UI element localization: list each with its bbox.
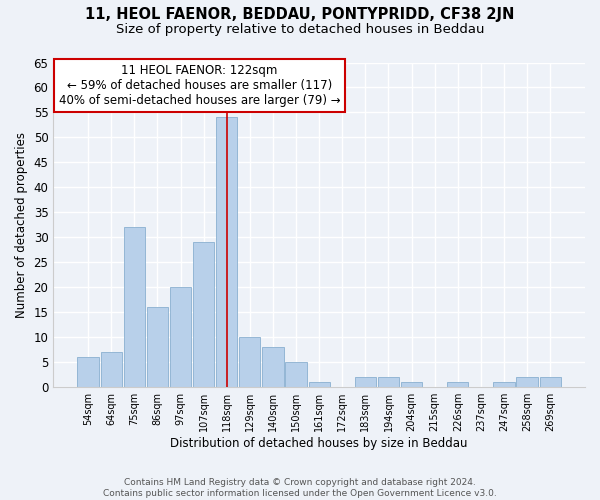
Bar <box>216 118 238 387</box>
Bar <box>193 242 214 387</box>
Bar <box>493 382 515 387</box>
Bar <box>378 377 399 387</box>
Bar <box>77 357 99 387</box>
Text: 11 HEOL FAENOR: 122sqm
← 59% of detached houses are smaller (117)
40% of semi-de: 11 HEOL FAENOR: 122sqm ← 59% of detached… <box>59 64 340 107</box>
Bar <box>262 347 284 387</box>
Bar <box>401 382 422 387</box>
Bar <box>239 338 260 387</box>
Bar <box>517 377 538 387</box>
X-axis label: Distribution of detached houses by size in Beddau: Distribution of detached houses by size … <box>170 437 468 450</box>
Text: Contains HM Land Registry data © Crown copyright and database right 2024.
Contai: Contains HM Land Registry data © Crown c… <box>103 478 497 498</box>
Bar <box>124 228 145 387</box>
Y-axis label: Number of detached properties: Number of detached properties <box>15 132 28 318</box>
Bar <box>101 352 122 387</box>
Bar <box>286 362 307 387</box>
Bar <box>539 377 561 387</box>
Text: 11, HEOL FAENOR, BEDDAU, PONTYPRIDD, CF38 2JN: 11, HEOL FAENOR, BEDDAU, PONTYPRIDD, CF3… <box>85 8 515 22</box>
Text: Size of property relative to detached houses in Beddau: Size of property relative to detached ho… <box>116 22 484 36</box>
Bar <box>308 382 330 387</box>
Bar <box>147 308 168 387</box>
Bar <box>170 288 191 387</box>
Bar <box>355 377 376 387</box>
Bar <box>447 382 469 387</box>
